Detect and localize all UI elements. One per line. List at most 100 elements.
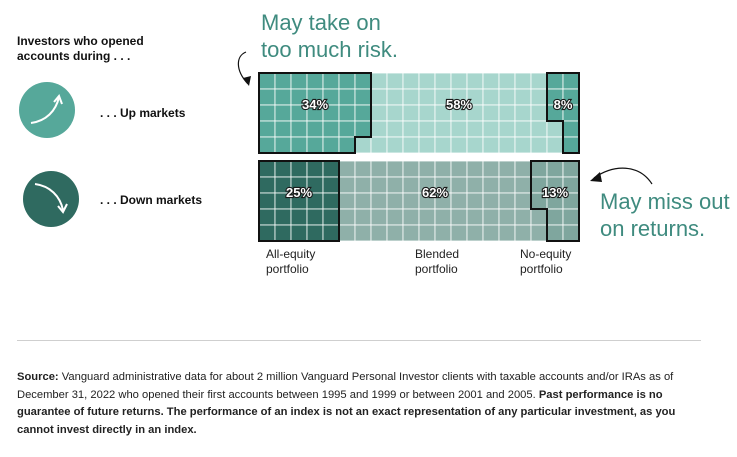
column-label-no-equity-line-2: portfolio: [520, 262, 563, 276]
column-label-blended: Blended portfolio: [415, 247, 459, 277]
chart-header: Investors who opened accounts during . .…: [17, 34, 217, 64]
cell-all-equity-portfolio: [258, 104, 276, 122]
cell-all-equity-portfolio: [258, 176, 276, 194]
cell-all-equity-portfolio: [258, 120, 276, 138]
cell-blended-portfolio: [498, 160, 516, 178]
cell-blended-portfolio: [482, 88, 500, 106]
column-label-all-equity-line-2: portfolio: [266, 262, 309, 276]
cell-all-equity-portfolio: [338, 88, 356, 106]
data-label-blended-portfolio: 62%: [422, 185, 448, 200]
segment-outline-all-equity-portfolio: [258, 72, 372, 154]
cell-all-equity-portfolio: [322, 120, 340, 138]
cell-blended-portfolio: [370, 224, 388, 242]
source-note: Source: Vanguard administrative data for…: [17, 369, 707, 439]
cell-blended-portfolio: [530, 88, 548, 106]
cell-blended-portfolio: [386, 160, 404, 178]
cell-all-equity-portfolio: [354, 120, 372, 138]
header-line-1: Investors who opened: [17, 34, 144, 48]
cell-blended-portfolio: [386, 192, 404, 210]
cell-blended-portfolio: [402, 224, 420, 242]
cell-blended-portfolio: [434, 72, 452, 90]
cell-blended-portfolio: [466, 160, 484, 178]
cell-all-equity-portfolio: [258, 88, 276, 106]
cell-blended-portfolio: [418, 72, 436, 90]
cell-all-equity-portfolio: [274, 88, 292, 106]
cell-blended-portfolio: [498, 136, 516, 154]
cell-blended-portfolio: [370, 120, 388, 138]
portfolio-chart: 34% 58% 8% 25% 62% 13%: [258, 72, 580, 242]
bar-row-down-markets: 25% 62% 13%: [258, 160, 580, 242]
cell-blended-portfolio: [370, 72, 388, 90]
cell-blended-portfolio: [498, 176, 516, 194]
cell-all-equity-portfolio: [322, 136, 340, 154]
source-text: Vanguard administrative data for about 2…: [17, 371, 674, 401]
cell-all-equity-portfolio: [274, 160, 292, 178]
cell-blended-portfolio: [354, 192, 372, 210]
segment-outline-all-equity-portfolio: [258, 160, 340, 242]
cell-blended-portfolio: [418, 136, 436, 154]
cell-all-equity-portfolio: [322, 176, 340, 194]
cell-no-equity-portfolio: [562, 224, 580, 242]
cell-blended-portfolio: [354, 224, 372, 242]
cell-blended-portfolio: [546, 120, 564, 138]
cell-blended-portfolio: [450, 224, 468, 242]
cell-no-equity-portfolio: [546, 208, 564, 226]
cell-all-equity-portfolio: [258, 224, 276, 242]
cell-all-equity-portfolio: [290, 72, 308, 90]
cell-all-equity-portfolio: [274, 208, 292, 226]
cell-blended-portfolio: [482, 224, 500, 242]
cell-all-equity-portfolio: [306, 224, 324, 242]
cell-blended-portfolio: [354, 136, 372, 154]
cell-blended-portfolio: [338, 176, 356, 194]
cell-all-equity-portfolio: [306, 72, 324, 90]
cell-blended-portfolio: [402, 192, 420, 210]
cell-all-equity-portfolio: [258, 136, 276, 154]
cell-blended-portfolio: [498, 208, 516, 226]
cell-blended-portfolio: [402, 104, 420, 122]
source-label: Source:: [17, 371, 59, 383]
data-label-blended-portfolio: 58%: [446, 97, 472, 112]
cell-no-equity-portfolio: [546, 72, 564, 90]
column-label-blended-line-2: portfolio: [415, 262, 458, 276]
callout-miss-arrow: [590, 167, 653, 185]
cell-blended-portfolio: [338, 224, 356, 242]
cell-blended-portfolio: [402, 208, 420, 226]
cell-blended-portfolio: [434, 160, 452, 178]
cell-blended-portfolio: [498, 192, 516, 210]
cell-blended-portfolio: [386, 120, 404, 138]
cell-blended-portfolio: [482, 72, 500, 90]
cell-blended-portfolio: [386, 208, 404, 226]
arrow-down-icon: [23, 171, 79, 227]
cell-all-equity-portfolio: [306, 208, 324, 226]
cell-blended-portfolio: [466, 136, 484, 154]
cell-blended-portfolio: [354, 208, 372, 226]
callout-risk-arrow: [237, 51, 251, 86]
segment-outline-no-equity-portfolio: [530, 160, 580, 242]
cell-blended-portfolio: [418, 104, 436, 122]
cell-blended-portfolio: [482, 176, 500, 194]
arrow-up-icon: [19, 82, 75, 138]
cell-blended-portfolio: [514, 176, 532, 194]
callout-miss-line-2: on returns.: [600, 216, 706, 241]
callout-risk-line-2: too much risk.: [261, 37, 398, 62]
cell-blended-portfolio: [354, 160, 372, 178]
cell-blended-portfolio: [418, 208, 436, 226]
cell-all-equity-portfolio: [290, 208, 308, 226]
cell-blended-portfolio: [434, 224, 452, 242]
cell-all-equity-portfolio: [322, 72, 340, 90]
cell-all-equity-portfolio: [258, 72, 276, 90]
cell-blended-portfolio: [434, 136, 452, 154]
cell-blended-portfolio: [418, 224, 436, 242]
footer-divider: [17, 340, 701, 341]
cell-blended-portfolio: [498, 120, 516, 138]
cell-all-equity-portfolio: [322, 208, 340, 226]
cell-all-equity-portfolio: [290, 120, 308, 138]
callout-miss-line-1: May miss out: [600, 189, 730, 214]
cell-all-equity-portfolio: [322, 160, 340, 178]
cell-no-equity-portfolio: [546, 160, 564, 178]
cell-all-equity-portfolio: [338, 136, 356, 154]
cell-blended-portfolio: [402, 120, 420, 138]
cell-blended-portfolio: [530, 224, 548, 242]
cell-all-equity-portfolio: [258, 192, 276, 210]
cell-blended-portfolio: [514, 136, 532, 154]
